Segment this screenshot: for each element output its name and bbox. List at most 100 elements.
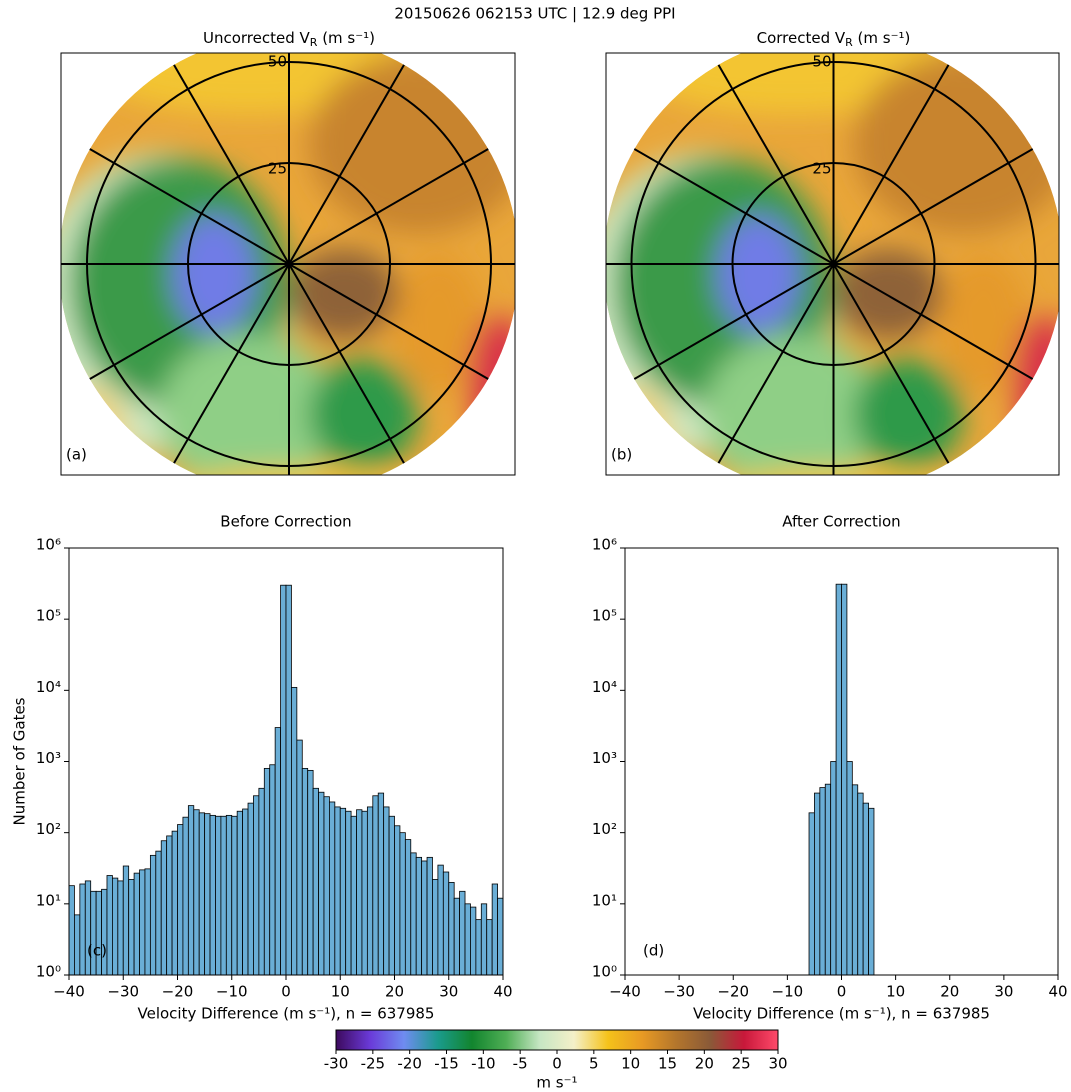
- velocity-blob: [713, 469, 954, 475]
- velocity-blob: [309, 54, 515, 234]
- x-tick-label: 0: [281, 983, 291, 1001]
- bar: [857, 792, 864, 976]
- x-tick-label: −30: [663, 983, 695, 1001]
- range-label: 50: [812, 53, 831, 71]
- velocity-blob: [89, 53, 409, 114]
- panel-title: After Correction: [782, 513, 900, 531]
- bar: [356, 809, 363, 976]
- bar: [128, 879, 135, 976]
- bar: [830, 761, 837, 976]
- bar: [160, 840, 168, 976]
- title-sub: R: [310, 36, 318, 49]
- bar: [350, 815, 357, 976]
- colorbar-tick-label: 20: [695, 1055, 714, 1073]
- field-blobs: [61, 53, 515, 475]
- panel-label: (c): [87, 942, 107, 960]
- velocity-blob: [633, 53, 954, 114]
- bar: [215, 815, 222, 976]
- bar: [258, 787, 265, 976]
- bar: [247, 802, 254, 976]
- bar: [410, 852, 417, 976]
- panel-title: Uncorrected VR (m s⁻¹): [203, 29, 375, 50]
- y-tick-label: 10⁵: [36, 607, 61, 625]
- title-unit: (m s⁻¹): [317, 29, 375, 47]
- bar: [328, 801, 336, 976]
- azimuth-spoke: [288, 263, 489, 380]
- y-tick-label: 10²: [36, 820, 61, 838]
- y-tick-label: 10³: [592, 749, 617, 767]
- bar: [459, 890, 466, 976]
- bar: [236, 810, 244, 976]
- bar: [263, 767, 271, 976]
- colorbar-tick-label: -30: [324, 1055, 349, 1073]
- bar: [122, 865, 130, 976]
- bar: [133, 872, 140, 976]
- axes-frame: [60, 52, 516, 476]
- bar: [415, 856, 423, 976]
- panel-label: (d): [643, 942, 664, 960]
- bar: [323, 796, 330, 976]
- bar: [242, 808, 249, 976]
- x-tick-label: 20: [385, 983, 404, 1001]
- bar: [404, 839, 412, 976]
- panel-label: (a): [66, 446, 87, 464]
- bar: [269, 764, 276, 976]
- bar: [198, 812, 206, 976]
- bar: [437, 864, 444, 976]
- colorbar-tick-label: 30: [768, 1055, 787, 1073]
- velocity-blob: [853, 54, 1059, 234]
- azimuth-spoke: [288, 148, 489, 265]
- azimuth-spoke: [173, 263, 290, 464]
- velocity-blob: [938, 254, 1029, 394]
- bar: [470, 906, 477, 976]
- bar: [204, 813, 211, 976]
- field-blobs: [606, 53, 1059, 475]
- azimuth-spoke: [89, 148, 290, 265]
- velocity-blob: [159, 334, 339, 475]
- panel-title: Corrected VR (m s⁻¹): [757, 29, 911, 50]
- colorbar-tick-label: 15: [658, 1055, 677, 1073]
- bar: [139, 869, 146, 976]
- bar: [155, 850, 162, 976]
- title-main: Uncorrected V: [203, 29, 311, 47]
- bar: [497, 897, 504, 976]
- y-tick-label: 10²: [592, 820, 617, 838]
- bar: [475, 919, 482, 976]
- azimuth-spoke: [717, 64, 835, 265]
- velocity-blob: [169, 469, 409, 475]
- bar: [68, 885, 75, 976]
- azimuth-spoke: [288, 263, 405, 464]
- radar-field: [61, 53, 515, 475]
- x-tick-label: 20: [940, 983, 959, 1001]
- title-sub: R: [845, 36, 853, 49]
- radar-image: [606, 53, 1059, 475]
- bar: [149, 854, 157, 976]
- y-tick-label: 10⁰: [36, 963, 61, 981]
- bar: [171, 830, 178, 976]
- bar: [868, 807, 875, 976]
- bar: [166, 835, 173, 976]
- colorbar-label: m s⁻¹: [536, 1074, 577, 1092]
- bar: [144, 868, 151, 976]
- y-tick-label: 10⁵: [592, 607, 617, 625]
- bar: [209, 814, 216, 976]
- y-tick-label: 10⁶: [36, 536, 61, 554]
- x-tick-label: 40: [493, 983, 512, 1001]
- colorbar-tick-label: -5: [513, 1055, 528, 1073]
- colorbar-tick-label: -15: [434, 1055, 459, 1073]
- colorbar-tick-label: -10: [471, 1055, 496, 1073]
- bar: [112, 877, 119, 976]
- x-tick-label: −10: [216, 983, 248, 1001]
- radar-field: [606, 53, 1059, 475]
- bar: [851, 784, 859, 976]
- y-tick-label: 10¹: [592, 891, 617, 909]
- y-tick-label: 10¹: [36, 891, 61, 909]
- bar: [388, 815, 395, 976]
- x-tick-label: 30: [439, 983, 458, 1001]
- bar: [366, 806, 374, 976]
- bar: [464, 903, 471, 976]
- colorbar-tick-label: 0: [552, 1055, 562, 1073]
- bar: [117, 880, 124, 976]
- azimuth-spoke: [288, 64, 405, 265]
- bar: [491, 883, 498, 976]
